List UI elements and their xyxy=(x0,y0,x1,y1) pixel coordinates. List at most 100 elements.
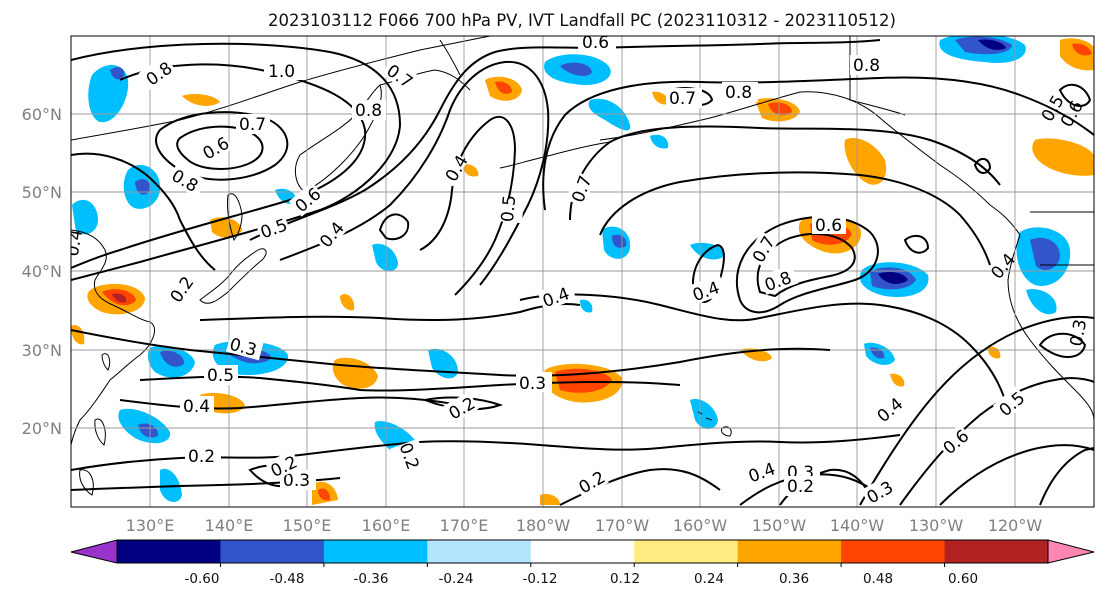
lat-label: 20°N xyxy=(22,419,62,438)
contour-label: 0.4 xyxy=(63,228,87,258)
colorbar-tick-label: 0.12 xyxy=(610,571,640,587)
positive-anomaly xyxy=(540,494,560,505)
negative-anomaly xyxy=(160,350,185,367)
contour-label: 0.3 xyxy=(1067,318,1091,348)
contour-label: 0.6 xyxy=(582,33,609,53)
pv-contour xyxy=(692,243,725,303)
pv-contour xyxy=(542,76,1094,211)
pv-contour xyxy=(199,302,581,321)
positive-anomaly xyxy=(210,217,242,238)
map-frame xyxy=(70,35,1095,508)
positive-anomaly xyxy=(768,102,792,116)
contour-label: 0.5 xyxy=(498,194,520,223)
pv-contour xyxy=(599,171,991,266)
colorbar-segment xyxy=(841,540,946,563)
negative-anomaly xyxy=(588,98,631,131)
pv-contour xyxy=(939,444,1094,506)
latitude-axis: 60°N 50°N 40°N 30°N 20°N xyxy=(22,105,62,438)
colorbar-left-extension-fill xyxy=(71,540,117,563)
colorbar-right-extension-fill xyxy=(1048,540,1094,563)
border-canada-us xyxy=(849,36,1094,266)
colorbar-segment xyxy=(737,540,842,563)
colorbar-segments xyxy=(71,540,1094,563)
colorbar-segment xyxy=(220,540,325,563)
pv-contour xyxy=(1039,447,1094,506)
lon-label: 160°W xyxy=(673,516,728,535)
lat-label: 30°N xyxy=(22,341,62,360)
pv-contour xyxy=(71,63,367,269)
pv-contour xyxy=(71,42,402,281)
pv-contour xyxy=(419,115,517,296)
lat-label: 40°N xyxy=(22,262,62,281)
pv-contour xyxy=(249,39,881,241)
colorbar-tick-label: 0.36 xyxy=(779,571,809,587)
contour-label: 0.8 xyxy=(853,56,880,76)
contour-label: 0.2 xyxy=(188,447,215,467)
lon-label: 150°W xyxy=(752,516,807,535)
positive-anomaly xyxy=(495,81,512,94)
coastline-taiwan-philippines xyxy=(79,353,111,496)
negative-anomaly xyxy=(1026,289,1057,315)
colorbar: -0.60 -0.48 -0.36 -0.24 -0.12 0.12 0.24 … xyxy=(70,539,1095,587)
colorbar-tick-label: -0.60 xyxy=(185,571,220,587)
colorbar-tick-label: 0.24 xyxy=(694,571,724,587)
lat-label: 50°N xyxy=(22,183,62,202)
colorbar-segment xyxy=(944,540,1049,563)
contour-label: 0.2 xyxy=(787,477,814,497)
pv-contour xyxy=(155,111,289,181)
coastline-alaska xyxy=(599,91,1021,236)
lon-label: 180°W xyxy=(516,516,571,535)
longitude-axis: 130°E 140°E 150°E 160°E 170°E 180°W 170°… xyxy=(126,516,1043,535)
negative-anomaly xyxy=(135,179,151,195)
pv-contour xyxy=(859,315,1094,506)
negative-anomaly xyxy=(650,134,669,149)
negative-anomaly xyxy=(580,299,593,313)
pv-contour xyxy=(1058,83,1092,107)
pv-contour xyxy=(1038,332,1087,358)
contour-label: 0.6 xyxy=(815,216,842,236)
negative-anomaly xyxy=(612,234,627,248)
negative-anomaly xyxy=(878,272,908,284)
lon-label: 130°W xyxy=(909,516,964,535)
pv-contour xyxy=(71,152,216,271)
colorbar-tick-label: -0.48 xyxy=(270,571,305,587)
positive-anomaly xyxy=(844,138,887,185)
negative-anomaly xyxy=(110,67,125,80)
map-area: 0.6 0.8 1.0 0.7 0.8 0.6 0.8 0.7 0.8 0.5 … xyxy=(63,33,1095,508)
pv-contour xyxy=(903,234,930,254)
colorbar-tick-label: 0.60 xyxy=(948,571,978,587)
colorbar-frame xyxy=(116,539,1049,564)
colorbar-segment xyxy=(427,540,532,563)
contour-label: 0.5 xyxy=(207,366,234,386)
colorbar-segment xyxy=(634,540,739,563)
map-title: 2023103112 F066 700 hPa PV, IVT Landfall… xyxy=(268,11,896,30)
contour-label: 0.8 xyxy=(355,101,382,121)
negative-anomaly xyxy=(690,399,718,429)
colorbar-tick-label: -0.36 xyxy=(354,571,389,587)
contour-label: 0.7 xyxy=(669,89,696,109)
negative-anomaly xyxy=(978,39,1006,50)
colorbar-ticks xyxy=(219,563,946,567)
contour-label: 0.8 xyxy=(725,83,752,103)
lon-label: 170°E xyxy=(440,516,489,535)
positive-anomaly xyxy=(652,91,669,105)
pv-contour xyxy=(519,293,1006,401)
colorbar-segment xyxy=(117,540,221,563)
positive-anomaly xyxy=(112,293,127,303)
contour-label: 0.4 xyxy=(183,397,210,417)
positive-anomaly xyxy=(318,488,330,501)
colorbar-segment xyxy=(530,540,635,563)
lon-label: 130°E xyxy=(126,516,175,535)
positive-anomaly xyxy=(462,164,479,177)
coastline-siberia xyxy=(71,36,491,141)
pv-contour xyxy=(569,125,1001,221)
coastlines xyxy=(71,36,1094,496)
lon-label: 120°W xyxy=(988,516,1043,535)
positive-anomaly xyxy=(182,94,220,106)
contour-labels: 0.6 0.8 1.0 0.7 0.8 0.6 0.8 0.7 0.8 0.5 … xyxy=(63,33,1091,507)
lon-label: 140°W xyxy=(830,516,885,535)
positive-anomaly xyxy=(1072,43,1092,56)
contour-label: 0.3 xyxy=(283,471,310,491)
contour-label: 0.3 xyxy=(519,374,546,394)
